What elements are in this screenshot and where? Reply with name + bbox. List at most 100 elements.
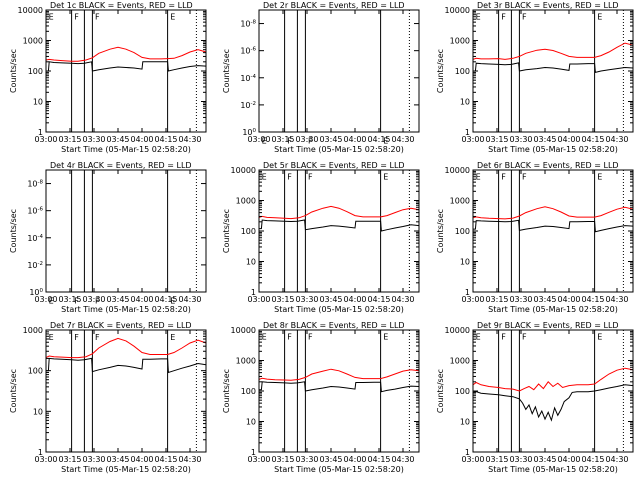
y-axis-label: Counts/sec xyxy=(222,209,231,253)
segment-marker: E xyxy=(170,296,175,305)
y-tick-label: 10-6 xyxy=(240,47,256,56)
x-tick-label: 04:00 xyxy=(343,135,366,144)
segment-marker: F xyxy=(287,172,292,181)
x-tick-label: 03:45 xyxy=(319,455,342,464)
plot-frame xyxy=(45,9,207,133)
x-tick-label: 04:15 xyxy=(367,295,390,304)
x-tick-label: 03:15 xyxy=(485,135,508,144)
y-tick-label: 10 xyxy=(460,258,470,267)
y-tick-label: 10 xyxy=(460,418,470,427)
panel-title: Det 5r BLACK = Events, RED = LLD xyxy=(263,161,405,170)
x-tick-label: 04:15 xyxy=(154,295,177,304)
y-tick-label: 10 xyxy=(33,407,43,416)
series-events xyxy=(259,219,420,232)
x-tick-label: 03:00 xyxy=(247,135,270,144)
x-tick-label: 03:45 xyxy=(106,295,129,304)
x-tick-label: 04:15 xyxy=(581,295,604,304)
x-tick-label: 04:15 xyxy=(154,455,177,464)
series-events xyxy=(473,62,634,74)
x-tick-label: 03:45 xyxy=(533,455,556,464)
x-tick-label: 04:30 xyxy=(178,295,201,304)
segment-marker: E xyxy=(476,332,481,341)
panel-3: Det 3r BLACK = Events, RED = LLD E F F E 03:0… xyxy=(436,1,634,154)
segment-marker: E xyxy=(597,172,602,181)
segment-marker: F xyxy=(95,12,100,21)
segment-marker: F xyxy=(522,172,527,181)
series-lld xyxy=(45,46,207,62)
x-tick-label: 03:30 xyxy=(82,135,105,144)
y-tick-label: 100 xyxy=(241,227,256,236)
y-tick-label: 10-8 xyxy=(27,180,43,189)
panel-title: Det 9r BLACK = Events, RED = LLD xyxy=(477,321,619,330)
y-tick-label: 10-8 xyxy=(240,20,256,29)
x-tick-label: 03:15 xyxy=(58,455,81,464)
segment-marker: F xyxy=(308,136,313,145)
x-tick-label: 04:00 xyxy=(557,295,580,304)
y-tick-label: 100 xyxy=(455,67,470,76)
y-tick-label: 1 xyxy=(251,448,256,457)
x-tick-label: 03:45 xyxy=(533,295,556,304)
x-axis-label: Start Time (05-Mar-15 02:58:20) xyxy=(488,305,618,314)
x-tick-label: 03:30 xyxy=(509,455,532,464)
series-events xyxy=(46,61,207,72)
y-tick-label: 1000 xyxy=(23,326,43,335)
x-axis-label: Start Time (05-Mar-15 02:58:20) xyxy=(488,145,618,154)
y-axis-label: Counts/sec xyxy=(436,369,445,413)
x-tick-label: 04:00 xyxy=(557,135,580,144)
plot-frame xyxy=(45,329,207,453)
panel-9: Det 9r BLACK = Events, RED = LLD E F F E 03:0… xyxy=(436,321,634,474)
y-tick-label: 100 xyxy=(241,387,256,396)
x-axis-label: Start Time (05-Mar-15 02:58:20) xyxy=(61,145,191,154)
y-tick-label: 1 xyxy=(38,128,43,137)
panel-title: Det 3r BLACK = Events, RED = LLD xyxy=(477,1,619,10)
x-tick-label: 04:15 xyxy=(367,135,390,144)
segment-marker: F xyxy=(501,12,506,21)
y-tick-label: 10 xyxy=(246,418,256,427)
series-events xyxy=(46,357,207,374)
segment-marker: F xyxy=(501,332,506,341)
y-tick-label: 10000 xyxy=(18,6,43,15)
x-tick-label: 03:30 xyxy=(82,295,105,304)
x-tick-label: 03:00 xyxy=(247,295,270,304)
panel-title: Det 8r BLACK = Events, RED = LLD xyxy=(263,321,405,330)
y-tick-label: 1000 xyxy=(236,197,256,206)
x-tick-label: 04:30 xyxy=(178,455,201,464)
x-tick-label: 03:30 xyxy=(295,455,318,464)
panel-title: Det 4r BLACK = Events, RED = LLD xyxy=(50,161,192,170)
segment-marker: E xyxy=(383,136,388,145)
panel-5: Det 5r BLACK = Events, RED = LLD E F F E 03:0… xyxy=(222,161,420,314)
x-tick-label: 03:15 xyxy=(271,295,294,304)
y-axis-label: Counts/sec xyxy=(9,49,18,93)
x-tick-label: 03:00 xyxy=(34,455,57,464)
x-tick-label: 03:00 xyxy=(461,455,484,464)
series-lld xyxy=(472,206,634,220)
x-axis-label: Start Time (05-Mar-15 02:58:20) xyxy=(488,465,618,474)
segment-marker: E xyxy=(262,172,267,181)
y-tick-label: 1 xyxy=(38,448,43,457)
series-lld xyxy=(472,42,634,60)
segment-marker: E xyxy=(170,12,175,21)
x-tick-label: 03:00 xyxy=(34,135,57,144)
x-tick-label: 03:45 xyxy=(533,135,556,144)
y-tick-label: 100 xyxy=(29,288,43,297)
y-tick-label: 100 xyxy=(455,387,470,396)
x-tick-label: 04:30 xyxy=(391,455,414,464)
x-axis-label: Start Time (05-Mar-15 02:58:20) xyxy=(274,305,404,314)
x-tick-label: 03:00 xyxy=(461,135,484,144)
y-tick-label: 1000 xyxy=(450,37,470,46)
plot-frame xyxy=(258,9,420,133)
x-tick-label: 04:30 xyxy=(605,455,628,464)
panel-7: Det 7r BLACK = Events, RED = LLD E F F E 03:0… xyxy=(9,321,207,474)
x-tick-label: 03:00 xyxy=(461,295,484,304)
segment-marker: F xyxy=(74,296,79,305)
segment-marker: E xyxy=(262,332,267,341)
y-tick-label: 1 xyxy=(465,448,470,457)
y-axis-label: Counts/sec xyxy=(9,369,18,413)
y-axis-label: Counts/sec xyxy=(436,49,445,93)
y-axis-label: Counts/sec xyxy=(9,209,18,253)
panel-8: Det 8r BLACK = Events, RED = LLD E F F E 03:0… xyxy=(222,321,420,474)
x-tick-label: 04:15 xyxy=(581,135,604,144)
segment-marker: E xyxy=(262,136,267,145)
